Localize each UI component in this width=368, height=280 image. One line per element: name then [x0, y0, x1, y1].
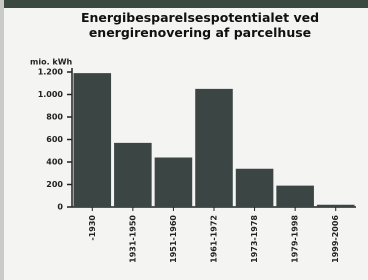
bar	[114, 143, 152, 207]
chart: mio. kWh 0 200 400 600 800 1.000 1.200 -1930 193…	[0, 0, 368, 280]
bar	[276, 186, 314, 207]
left-frame	[0, 0, 4, 280]
y-tick-label: 400	[46, 158, 63, 167]
bar	[236, 169, 274, 207]
y-tick-label: 200	[46, 180, 63, 189]
bar	[195, 89, 233, 207]
top-frame	[0, 0, 368, 8]
y-tick-label: 0	[57, 203, 63, 212]
screenshot: mio. kWh 0 200 400 600 800 1.000 1.200 -1930 193…	[0, 0, 368, 280]
y-tick-label: 800	[46, 113, 63, 122]
x-tick-label: 1961-1972	[210, 215, 219, 263]
bar	[317, 205, 355, 207]
x-tick-label: 1973-1978	[250, 215, 259, 263]
chart-title: Energibesparelsespotentialet ved energir…	[40, 10, 360, 40]
x-tick-label: 1979-1998	[291, 215, 300, 263]
bar	[155, 158, 193, 208]
y-axis-label: mio. kWh	[30, 58, 73, 67]
y-tick-label: 1.000	[38, 90, 64, 99]
x-tick-label: -1930	[88, 215, 97, 241]
y-tick-label: 600	[46, 135, 63, 144]
x-tick-label: 1931-1950	[128, 215, 137, 263]
x-tick-label: 1999-2006	[331, 215, 340, 263]
y-tick-label: 1.200	[38, 68, 64, 77]
x-tick-label: 1951-1960	[169, 215, 178, 263]
bar	[74, 73, 112, 207]
